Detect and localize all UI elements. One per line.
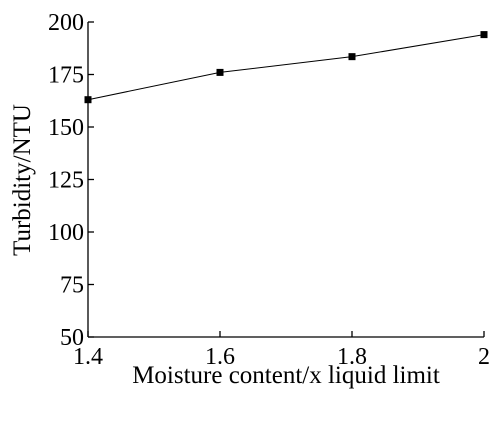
x-axis-ticks: 1.4 1.6 1.8 2 <box>73 331 490 370</box>
y-tick-label: 75 <box>60 273 84 299</box>
data-point <box>348 53 356 61</box>
x-tick-label: 1.4 <box>73 344 103 370</box>
y-tick-label: 175 <box>48 63 84 89</box>
series-line <box>87 34 485 101</box>
plot-frame <box>87 22 484 338</box>
y-axis-ticks: 50 75 100 125 150 175 200 <box>48 10 94 351</box>
series-layer <box>84 31 488 104</box>
x-tick-label: 2 <box>478 344 490 370</box>
x-axis-title: Moisture content/x liquid limit <box>132 362 440 389</box>
y-tick-label: 200 <box>48 10 84 36</box>
y-tick-label: 125 <box>48 168 84 194</box>
data-point <box>480 31 488 39</box>
y-axis-title: Turbidity/NTU <box>9 104 36 256</box>
x-tick-label: 1.6 <box>205 344 235 370</box>
y-tick-label: 100 <box>48 220 84 246</box>
y-tick-label: 50 <box>60 325 84 351</box>
y-tick-label: 150 <box>48 115 84 141</box>
data-point <box>216 68 224 76</box>
x-tick-label: 1.8 <box>337 344 367 370</box>
data-point <box>84 96 92 104</box>
